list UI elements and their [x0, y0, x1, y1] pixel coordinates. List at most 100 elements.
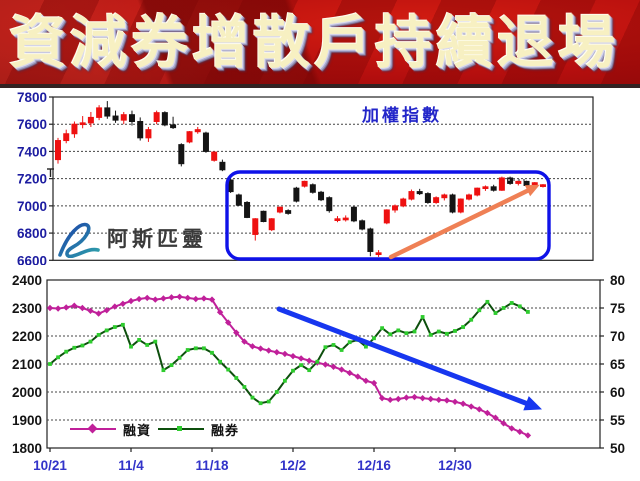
candle	[285, 209, 292, 215]
candle	[326, 196, 333, 213]
candle	[104, 101, 111, 119]
square-marker	[210, 350, 214, 355]
brand-name: 阿斯匹靈	[107, 227, 207, 251]
candle	[383, 209, 390, 225]
square-marker	[445, 331, 449, 336]
candle	[334, 216, 341, 223]
diamond-marker	[127, 297, 135, 305]
candle	[79, 116, 86, 129]
candle	[318, 190, 325, 202]
candle	[178, 143, 185, 167]
square-marker	[299, 363, 303, 368]
diamond-marker	[378, 394, 386, 402]
candle	[63, 129, 70, 144]
diamond-marker	[297, 355, 305, 362]
diamond-marker	[95, 310, 102, 317]
right-tick-label: 80	[610, 273, 625, 288]
diamond-marker	[63, 304, 70, 311]
candle	[202, 131, 209, 153]
diamond-marker	[152, 296, 159, 303]
diamond-marker	[184, 294, 191, 302]
diamond-marker	[516, 428, 523, 435]
diamond-marker	[524, 432, 532, 439]
diamond-marker	[119, 300, 127, 307]
x-tick-label: 12/16	[357, 458, 391, 473]
candle	[490, 184, 497, 192]
left-tick-label: 2100	[12, 357, 42, 372]
margin-balance-series	[46, 293, 532, 439]
square-marker	[121, 322, 125, 327]
diamond-marker	[427, 395, 434, 403]
candle	[359, 219, 366, 231]
square-marker	[339, 348, 344, 352]
diamond-marker	[103, 307, 110, 314]
x-tick-label: 12/30	[438, 458, 472, 473]
up-trend-arrow	[388, 184, 540, 260]
candle	[276, 206, 283, 214]
diamond-marker	[387, 396, 394, 404]
candle	[433, 196, 440, 204]
left-tick-label: 2000	[12, 385, 42, 400]
square-marker	[88, 339, 93, 344]
left-tick-label: 2400	[12, 273, 42, 288]
candle	[211, 151, 218, 162]
y-tick-label: 7800	[17, 90, 47, 105]
candle	[268, 218, 275, 232]
candle	[539, 184, 546, 188]
candle	[235, 193, 242, 206]
y-tick-label: 7600	[17, 117, 47, 132]
square-marker	[388, 332, 393, 337]
banner: 資減券增散戶持續退場	[0, 0, 640, 88]
diamond-marker	[144, 294, 151, 302]
diamond-marker	[87, 307, 94, 314]
candle	[350, 205, 357, 223]
square-marker	[169, 363, 174, 368]
square-marker	[64, 349, 69, 354]
diamond-marker	[233, 329, 240, 336]
index-candlestick-chart: 7800 7600 7400 7200 7000 6800 6600	[17, 90, 594, 265]
square-marker	[234, 376, 239, 380]
square-marker	[96, 332, 101, 337]
left-tick-label: 1900	[12, 413, 42, 428]
diamond-marker	[500, 420, 507, 427]
candle	[400, 197, 407, 208]
candle	[128, 110, 135, 126]
left-tick-label: 1800	[12, 441, 42, 456]
candle	[137, 117, 144, 141]
candle	[449, 193, 456, 214]
axis-labels: 2400 2300 2200 2100 2000 1900 1800 80 75 70 65 60 55…	[12, 273, 626, 473]
candle	[441, 193, 448, 201]
diamond-marker	[306, 357, 313, 364]
diamond-marker	[265, 347, 272, 354]
square-marker	[104, 328, 109, 333]
diamond-marker	[484, 409, 491, 417]
square-marker	[315, 359, 320, 364]
diamond-marker	[476, 406, 483, 413]
square-marker	[307, 368, 312, 373]
square-marker	[226, 367, 231, 372]
diamond-marker	[176, 293, 183, 300]
diamond-marker	[168, 294, 175, 301]
diamond-marker	[192, 295, 199, 303]
y-tick-label: 7200	[17, 172, 47, 187]
diamond-marker	[411, 393, 418, 401]
candle	[293, 186, 300, 203]
diamond-marker	[370, 379, 378, 387]
diamond-marker	[435, 396, 442, 404]
short-balance-series	[48, 299, 530, 406]
x-tick-label: 11/4	[118, 458, 144, 473]
candle	[466, 193, 472, 201]
dot-marker-icon	[177, 426, 183, 431]
diamond-marker	[289, 352, 297, 360]
diamond-marker	[362, 377, 370, 384]
diamond-marker	[395, 395, 402, 403]
candle	[474, 187, 481, 197]
candle	[309, 183, 316, 194]
candle	[153, 110, 160, 125]
candle	[96, 105, 103, 121]
candle	[416, 188, 423, 195]
square-marker	[436, 329, 441, 334]
y-tick-label: 7000	[17, 199, 47, 214]
square-marker	[428, 332, 433, 337]
diamond-marker	[354, 373, 361, 380]
